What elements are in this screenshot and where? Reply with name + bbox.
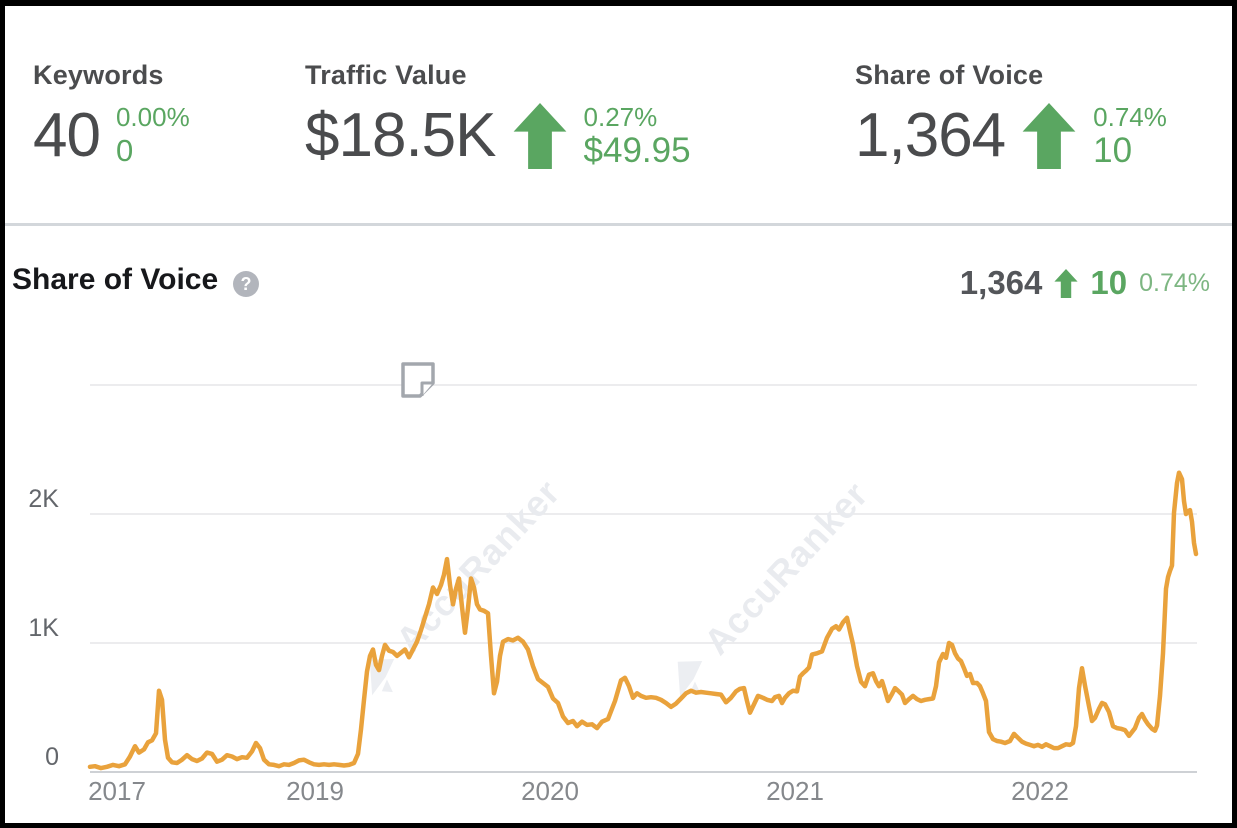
summary-value: 1,364 <box>959 264 1043 301</box>
stat-traffic-value-delta-value: $49.95 <box>583 131 691 170</box>
section-divider <box>5 223 1232 226</box>
stat-keywords-label: Keywords <box>33 60 164 90</box>
x-axis-tick-label: 2020 <box>521 776 579 806</box>
x-axis-tick-label: 2021 <box>766 776 824 806</box>
page-title: Share of Voice <box>12 263 219 296</box>
up-arrow-icon <box>1021 103 1077 169</box>
stat-keywords: Keywords 40 0.00% 0 <box>33 60 190 171</box>
y-axis-tick-label: 0 <box>45 743 59 771</box>
chart-plot-area[interactable] <box>90 346 1197 772</box>
x-axis-tick-label: 2022 <box>1011 776 1069 806</box>
chart-summary: 1,364 10 0.74% <box>960 264 1210 302</box>
x-axis-tick-label: 2019 <box>286 776 344 806</box>
stat-share-of-voice-label: Share of Voice <box>855 60 1044 90</box>
summary-delta-value: 10 <box>1090 264 1128 301</box>
summary-delta-pct: 0.74% <box>1139 268 1210 297</box>
stat-share-of-voice-delta-pct: 0.74% <box>1093 102 1167 132</box>
stat-traffic-value: Traffic Value $18.5K 0.27% $49.95 <box>305 60 691 171</box>
stat-traffic-value-label: Traffic Value <box>305 60 467 90</box>
stat-keywords-delta-pct: 0.00% <box>115 102 190 132</box>
stat-keywords-delta-value: 0 <box>115 133 134 168</box>
up-arrow-icon <box>512 103 568 169</box>
stat-keywords-value: 40 <box>33 101 101 170</box>
stat-share-of-voice-delta-value: 10 <box>1093 131 1133 170</box>
note-marker-icon[interactable] <box>399 360 437 405</box>
stat-share-of-voice: Share of Voice 1,364 0.74% 10 <box>855 60 1167 171</box>
stat-traffic-value-value: $18.5K <box>305 101 497 170</box>
up-arrow-icon <box>1054 268 1078 298</box>
x-axis-tick-label: 2017 <box>88 776 146 806</box>
y-axis-tick-label: 1K <box>28 614 59 642</box>
stat-share-of-voice-value: 1,364 <box>855 101 1006 170</box>
y-axis-tick-label: 2K <box>28 485 59 513</box>
stat-traffic-value-delta-pct: 0.27% <box>583 102 658 132</box>
help-icon[interactable]: ? <box>233 271 259 297</box>
